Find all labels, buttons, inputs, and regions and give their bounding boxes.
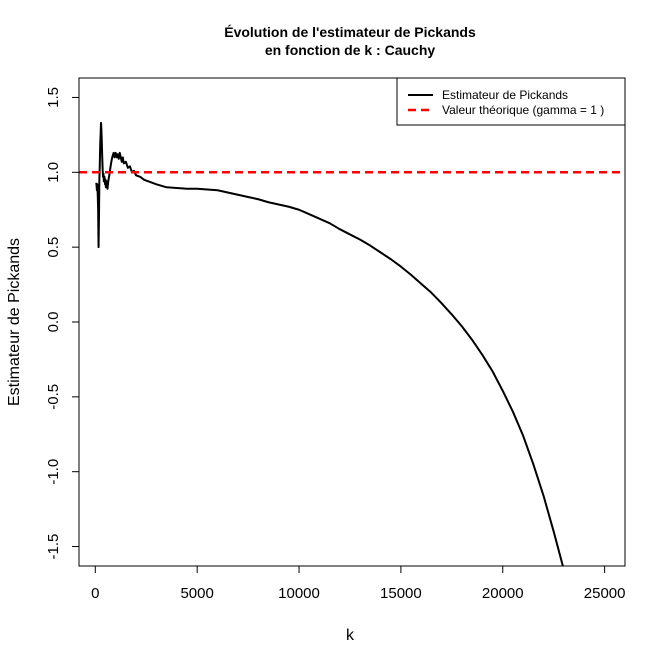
y-tick-label: 1.0 — [45, 162, 62, 183]
legend: Estimateur de Pickands Valeur théorique … — [396, 77, 626, 126]
y-tick-label: 0.5 — [45, 237, 62, 258]
legend-label-pickands: Estimateur de Pickands — [442, 88, 568, 102]
x-axis-label: k — [346, 627, 355, 644]
plot-frame — [78, 77, 626, 567]
y-tick-label: -1.0 — [45, 459, 62, 485]
y-tick-label: 0.0 — [45, 312, 62, 333]
x-tick-label: 5000 — [180, 585, 213, 602]
y-tick-label: -0.5 — [45, 384, 62, 410]
chart-title-line-1: Évolution de l'estimateur de Pickands — [224, 24, 476, 40]
x-axis-ticks: 0 5000 10000 15000 20000 25000 — [91, 566, 625, 602]
y-tick-label: -1.5 — [45, 534, 62, 560]
x-tick-label: 25000 — [584, 585, 626, 602]
y-axis-label: Estimateur de Pickands — [6, 238, 23, 406]
legend-label-theoretical: Valeur théorique (gamma = 1 ) — [442, 103, 604, 117]
x-tick-label: 15000 — [380, 585, 422, 602]
x-tick-label: 20000 — [482, 585, 524, 602]
chart-title-line-2: en fonction de k : Cauchy — [265, 42, 436, 58]
y-axis-ticks: -1.5 -1.0 -0.5 0.0 0.5 1.0 1.5 — [45, 87, 79, 559]
legend-box — [396, 77, 626, 126]
x-tick-label: 0 — [91, 585, 99, 602]
y-tick-label: 1.5 — [45, 87, 62, 108]
plot-lines — [79, 121, 625, 566]
x-tick-label: 10000 — [278, 585, 320, 602]
